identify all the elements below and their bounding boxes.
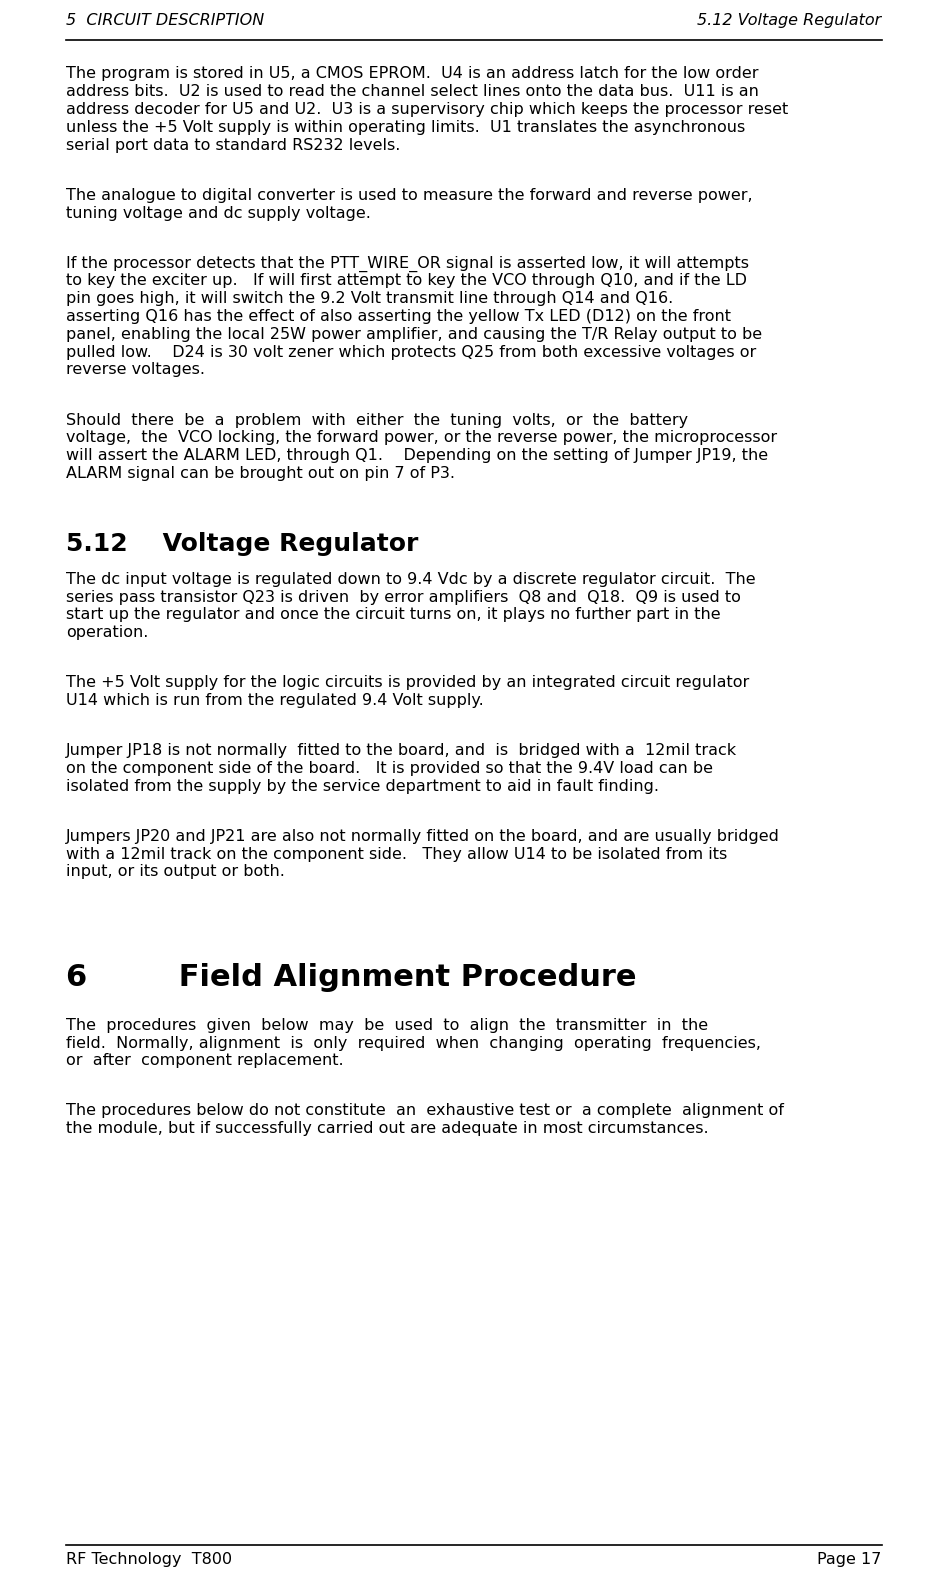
Text: isolated from the supply by the service department to aid in fault finding.: isolated from the supply by the service … [66, 779, 660, 793]
Text: Should  there  be  a  problem  with  either  the  tuning  volts,  or  the  batte: Should there be a problem with either th… [66, 412, 688, 428]
Text: 5.12 Voltage Regulator: 5.12 Voltage Regulator [698, 14, 882, 28]
Text: or  after  component replacement.: or after component replacement. [66, 1054, 344, 1068]
Text: The analogue to digital converter is used to measure the forward and reverse pow: The analogue to digital converter is use… [66, 188, 753, 202]
Text: reverse voltages.: reverse voltages. [66, 362, 206, 378]
Text: address decoder for U5 and U2.  U3 is a supervisory chip which keeps the process: address decoder for U5 and U2. U3 is a s… [66, 103, 789, 117]
Text: Jumpers JP20 and JP21 are also not normally fitted on the board, and are usually: Jumpers JP20 and JP21 are also not norma… [66, 830, 780, 844]
Text: unless the +5 Volt supply is within operating limits.  U1 translates the asynchr: unless the +5 Volt supply is within oper… [66, 120, 746, 134]
Text: start up the regulator and once the circuit turns on, it plays no further part i: start up the regulator and once the circ… [66, 607, 721, 623]
Text: to key the exciter up.   If will first attempt to key the VCO through Q10, and i: to key the exciter up. If will first att… [66, 273, 747, 289]
Text: The program is stored in U5, a CMOS EPROM.  U4 is an address latch for the low o: The program is stored in U5, a CMOS EPRO… [66, 66, 758, 81]
Text: Page 17: Page 17 [817, 1552, 882, 1566]
Text: on the component side of the board.   It is provided so that the 9.4V load can b: on the component side of the board. It i… [66, 762, 713, 776]
Text: field.  Normally, alignment  is  only  required  when  changing  operating  freq: field. Normally, alignment is only requi… [66, 1035, 761, 1051]
Text: will assert the ALARM LED, through Q1.    Depending on the setting of Jumper JP1: will assert the ALARM LED, through Q1. D… [66, 449, 769, 463]
Text: U14 which is run from the regulated 9.4 Volt supply.: U14 which is run from the regulated 9.4 … [66, 694, 484, 708]
Text: panel, enabling the local 25W power amplifier, and causing the T/R Relay output : panel, enabling the local 25W power ampl… [66, 327, 762, 341]
Text: ALARM signal can be brought out on pin 7 of P3.: ALARM signal can be brought out on pin 7… [66, 466, 455, 480]
Text: pin goes high, it will switch the 9.2 Volt transmit line through Q14 and Q16.: pin goes high, it will switch the 9.2 Vo… [66, 291, 674, 307]
Text: The  procedures  given  below  may  be  used  to  align  the  transmitter  in  t: The procedures given below may be used t… [66, 1018, 708, 1033]
Text: The +5 Volt supply for the logic circuits is provided by an integrated circuit r: The +5 Volt supply for the logic circuit… [66, 675, 750, 690]
Text: with a 12mil track on the component side.   They allow U14 to be isolated from i: with a 12mil track on the component side… [66, 847, 728, 861]
Text: The procedures below do not constitute  an  exhaustive test or  a complete  alig: The procedures below do not constitute a… [66, 1103, 784, 1119]
Text: tuning voltage and dc supply voltage.: tuning voltage and dc supply voltage. [66, 205, 372, 221]
Text: If the processor detects that the PTT_WIRE_OR signal is asserted low, it will at: If the processor detects that the PTT_WI… [66, 256, 749, 272]
Text: address bits.  U2 is used to read the channel select lines onto the data bus.  U: address bits. U2 is used to read the cha… [66, 84, 759, 100]
Text: 5  CIRCUIT DESCRIPTION: 5 CIRCUIT DESCRIPTION [66, 14, 264, 28]
Text: input, or its output or both.: input, or its output or both. [66, 864, 285, 880]
Text: operation.: operation. [66, 626, 149, 640]
Text: series pass transistor Q23 is driven  by error amplifiers  Q8 and  Q18.  Q9 is u: series pass transistor Q23 is driven by … [66, 589, 741, 605]
Text: The dc input voltage is regulated down to 9.4 Vdc by a discrete regulator circui: The dc input voltage is regulated down t… [66, 572, 756, 586]
Text: pulled low.    D24 is 30 volt zener which protects Q25 from both excessive volta: pulled low. D24 is 30 volt zener which p… [66, 344, 757, 360]
Text: Jumper JP18 is not normally  fitted to the board, and  is  bridged with a  12mil: Jumper JP18 is not normally fitted to th… [66, 743, 738, 758]
Text: serial port data to standard RS232 levels.: serial port data to standard RS232 level… [66, 137, 401, 153]
Text: 6   Field Alignment Procedure: 6 Field Alignment Procedure [66, 962, 637, 992]
Text: the module, but if successfully carried out are adequate in most circumstances.: the module, but if successfully carried … [66, 1122, 709, 1136]
Text: 5.12    Voltage Regulator: 5.12 Voltage Regulator [66, 532, 419, 556]
Text: asserting Q16 has the effect of also asserting the yellow Tx LED (D12) on the fr: asserting Q16 has the effect of also ass… [66, 310, 731, 324]
Text: voltage,  the  VCO locking, the forward power, or the reverse power, the micropr: voltage, the VCO locking, the forward po… [66, 430, 777, 446]
Text: RF Technology  T800: RF Technology T800 [66, 1552, 232, 1566]
